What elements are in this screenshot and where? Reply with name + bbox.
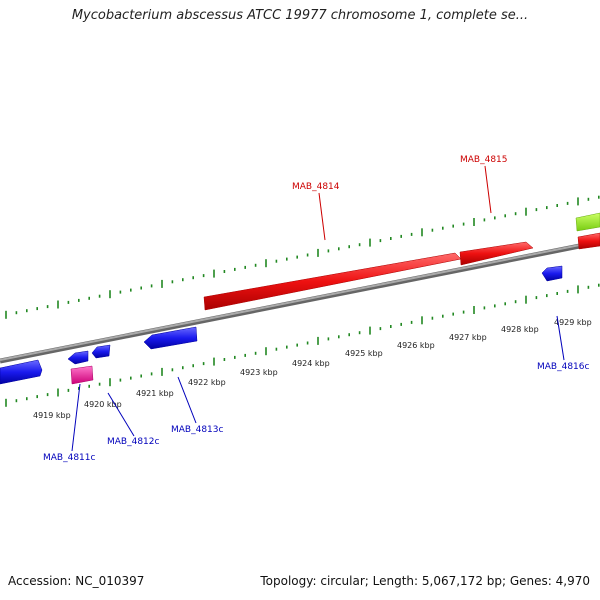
kbp-label: 4923 kbp xyxy=(240,368,278,377)
label-mab-4815[interactable]: MAB_4815 xyxy=(460,155,508,165)
forward-strand-genes xyxy=(203,212,600,311)
kbp-label: 4926 kbp xyxy=(397,341,435,350)
genome-summary-text: Topology: circular; Length: 5,067,172 bp… xyxy=(260,574,590,588)
gene-forward-edge[interactable] xyxy=(577,232,600,250)
upper-tick-row xyxy=(5,195,600,319)
accession-text: Accession: NC_010397 xyxy=(8,574,145,588)
gene-reverse-left-edge[interactable] xyxy=(0,359,43,385)
gene-mab-4811c[interactable] xyxy=(67,350,89,365)
map-title: Mycobacterium abscessus ATCC 19977 chrom… xyxy=(71,8,529,23)
kbp-label: 4925 kbp xyxy=(345,349,383,358)
kbp-label: 4922 kbp xyxy=(188,378,226,387)
gene-mab-4812c[interactable] xyxy=(91,344,111,359)
gene-mab-4815[interactable] xyxy=(459,241,534,266)
kbp-label: 4929 kbp xyxy=(554,318,592,327)
kbp-label: 4921 kbp xyxy=(136,389,174,398)
kbp-scale-labels: 4919 kbp 4920 kbp 4921 kbp 4922 kbp 4923… xyxy=(33,318,592,420)
gene-mab-4814[interactable] xyxy=(203,252,462,311)
gene-mab-4816c[interactable] xyxy=(541,265,563,282)
reverse-strand-genes xyxy=(0,265,563,385)
label-mab-4814[interactable]: MAB_4814 xyxy=(292,182,340,192)
forward-gene-labels: MAB_4814 MAB_4815 xyxy=(292,155,508,241)
label-mab-4812c[interactable]: MAB_4812c xyxy=(107,437,160,447)
chromosome-backbone xyxy=(0,239,600,364)
label-mab-4811c[interactable]: MAB_4811c xyxy=(43,453,96,463)
label-mab-4813c[interactable]: MAB_4813c xyxy=(171,425,224,435)
gene-rna[interactable] xyxy=(70,365,94,385)
lower-tick-row xyxy=(5,283,600,407)
gene-mab-4813c[interactable] xyxy=(143,326,198,350)
kbp-label: 4928 kbp xyxy=(501,325,539,334)
kbp-label: 4920 kbp xyxy=(84,400,122,409)
gene-green-edge[interactable] xyxy=(575,212,600,232)
label-mab-4816c[interactable]: MAB_4816c xyxy=(537,362,590,372)
kbp-label: 4919 kbp xyxy=(33,411,71,420)
kbp-label: 4927 kbp xyxy=(449,333,487,342)
kbp-label: 4924 kbp xyxy=(292,359,330,368)
reverse-gene-labels: MAB_4811c MAB_4812c MAB_4813c MAB_4816c xyxy=(43,315,590,463)
